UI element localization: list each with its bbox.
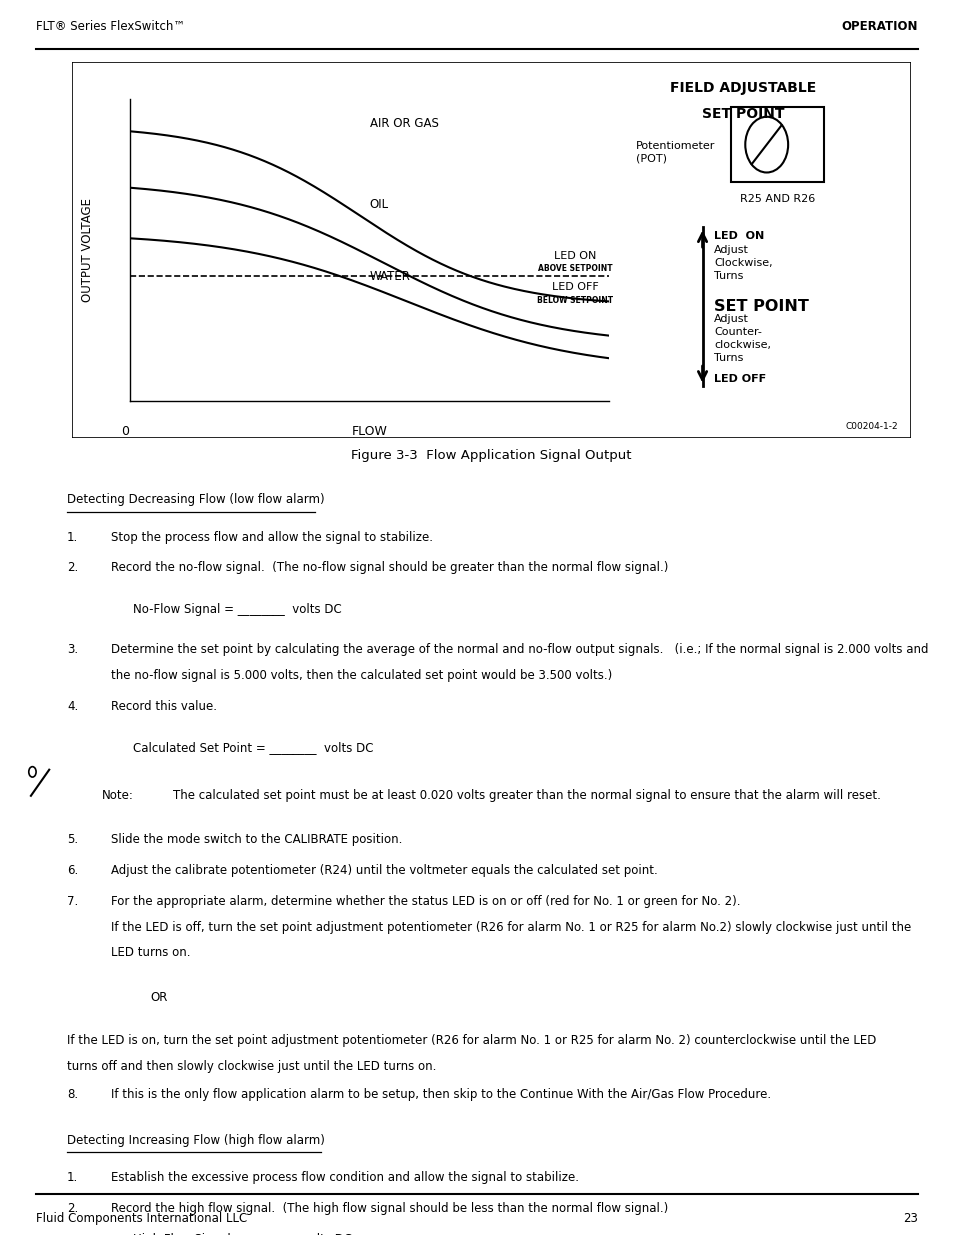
Text: 4.: 4. — [67, 699, 78, 713]
Text: C00204-1-2: C00204-1-2 — [845, 422, 898, 431]
Text: the no-flow signal is 5.000 volts, then the calculated set point would be 3.500 : the no-flow signal is 5.000 volts, then … — [112, 668, 612, 682]
Text: Slide the mode switch to the CALIBRATE position.: Slide the mode switch to the CALIBRATE p… — [112, 834, 402, 846]
Text: For the appropriate alarm, determine whether the status LED is on or off (red fo: For the appropriate alarm, determine whe… — [112, 895, 740, 908]
Text: Adjust
Clockwise,
Turns: Adjust Clockwise, Turns — [714, 245, 772, 282]
Text: 7.: 7. — [67, 895, 78, 908]
Text: 3.: 3. — [67, 643, 78, 656]
Text: Stop the process flow and allow the signal to stabilize.: Stop the process flow and allow the sign… — [112, 531, 433, 543]
Text: SET POINT: SET POINT — [701, 107, 783, 121]
Text: FLT® Series FlexSwitch™: FLT® Series FlexSwitch™ — [36, 20, 185, 33]
Text: Calculated Set Point = ________  volts DC: Calculated Set Point = ________ volts DC — [133, 741, 374, 753]
Text: 1.: 1. — [67, 1171, 78, 1184]
Text: BELOW SETPOINT: BELOW SETPOINT — [537, 296, 613, 305]
Text: 2.: 2. — [67, 562, 78, 574]
Text: If this is the only flow application alarm to be setup, then skip to the Continu: If this is the only flow application ala… — [112, 1088, 770, 1102]
Text: Note:: Note: — [102, 789, 134, 802]
Circle shape — [744, 117, 787, 173]
Text: ABOVE SETPOINT: ABOVE SETPOINT — [537, 263, 612, 273]
Text: If the LED is on, turn the set point adjustment potentiometer (R26 for alarm No.: If the LED is on, turn the set point adj… — [67, 1034, 876, 1047]
Text: R25 AND R26: R25 AND R26 — [740, 194, 815, 204]
Text: LED turns on.: LED turns on. — [112, 946, 191, 960]
Text: 6.: 6. — [67, 864, 78, 877]
Text: Adjust
Counter-
clockwise,
Turns: Adjust Counter- clockwise, Turns — [714, 314, 770, 363]
Text: 8.: 8. — [67, 1088, 78, 1102]
Text: LED  ON: LED ON — [714, 231, 763, 241]
Text: LED OFF: LED OFF — [552, 282, 598, 291]
Text: Detecting Increasing Flow (high flow alarm): Detecting Increasing Flow (high flow ala… — [67, 1134, 325, 1147]
Text: The calculated set point must be at least 0.020 volts greater than the normal si: The calculated set point must be at leas… — [172, 789, 880, 802]
Text: Figure 3-3  Flow Application Signal Output: Figure 3-3 Flow Application Signal Outpu… — [351, 448, 631, 462]
Text: Establish the excessive process flow condition and allow the signal to stabilize: Establish the excessive process flow con… — [112, 1171, 578, 1184]
Text: 0: 0 — [121, 425, 130, 438]
Text: Record the no-flow signal.  (The no-flow signal should be greater than the norma: Record the no-flow signal. (The no-flow … — [112, 562, 668, 574]
Text: Adjust the calibrate potentiometer (R24) until the voltmeter equals the calculat: Adjust the calibrate potentiometer (R24)… — [112, 864, 658, 877]
Text: turns off and then slowly clockwise just until the LED turns on.: turns off and then slowly clockwise just… — [67, 1060, 436, 1072]
Circle shape — [29, 767, 36, 777]
Text: LED ON: LED ON — [554, 251, 596, 261]
Text: Potentiometer
(POT): Potentiometer (POT) — [636, 141, 715, 164]
Text: OIL: OIL — [369, 198, 388, 211]
Text: OUTPUT VOLTAGE: OUTPUT VOLTAGE — [81, 198, 93, 303]
Text: Fluid Components International LLC: Fluid Components International LLC — [36, 1212, 247, 1225]
Text: OPERATION: OPERATION — [841, 20, 917, 33]
Text: 1.: 1. — [67, 531, 78, 543]
Text: FIELD ADJUSTABLE: FIELD ADJUSTABLE — [669, 80, 816, 95]
Bar — [731, 107, 823, 183]
Text: 23: 23 — [902, 1212, 917, 1225]
Text: High Flow Signal = ________  volts DC: High Flow Signal = ________ volts DC — [133, 1233, 352, 1235]
Text: OR: OR — [151, 990, 168, 1004]
Text: FLOW: FLOW — [352, 425, 387, 438]
Text: SET POINT: SET POINT — [714, 299, 808, 314]
Text: WATER: WATER — [369, 270, 410, 283]
Text: Record the high flow signal.  (The high flow signal should be less than the norm: Record the high flow signal. (The high f… — [112, 1202, 668, 1215]
FancyBboxPatch shape — [23, 758, 57, 806]
Text: Detecting Decreasing Flow (low flow alarm): Detecting Decreasing Flow (low flow alar… — [67, 493, 324, 506]
Text: Record this value.: Record this value. — [112, 699, 217, 713]
Text: 5.: 5. — [67, 834, 78, 846]
Text: If the LED is off, turn the set point adjustment potentiometer (R26 for alarm No: If the LED is off, turn the set point ad… — [112, 921, 910, 934]
Text: 2.: 2. — [67, 1202, 78, 1215]
Text: LED OFF: LED OFF — [714, 374, 765, 384]
Text: Determine the set point by calculating the average of the normal and no-flow out: Determine the set point by calculating t… — [112, 643, 927, 656]
Text: No-Flow Signal = ________  volts DC: No-Flow Signal = ________ volts DC — [133, 603, 341, 616]
Text: AIR OR GAS: AIR OR GAS — [369, 116, 438, 130]
